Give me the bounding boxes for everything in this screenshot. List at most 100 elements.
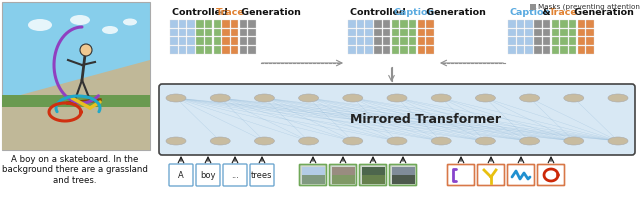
FancyBboxPatch shape <box>508 164 534 186</box>
Bar <box>578 37 585 45</box>
Bar <box>239 46 247 54</box>
Bar <box>205 37 212 45</box>
Bar <box>301 175 324 183</box>
Bar <box>188 46 195 54</box>
Bar <box>365 20 373 28</box>
Bar <box>552 46 559 54</box>
FancyBboxPatch shape <box>196 164 220 186</box>
Bar <box>248 29 256 36</box>
Ellipse shape <box>166 137 186 145</box>
Ellipse shape <box>254 137 275 145</box>
Bar <box>248 37 256 45</box>
Bar <box>560 37 568 45</box>
FancyBboxPatch shape <box>360 164 387 186</box>
Text: Mirrored Transformer: Mirrored Transformer <box>349 113 500 126</box>
Bar <box>374 29 381 36</box>
Bar <box>525 20 533 28</box>
Bar <box>179 37 186 45</box>
Ellipse shape <box>564 137 584 145</box>
FancyBboxPatch shape <box>223 164 247 186</box>
Bar <box>188 29 195 36</box>
Bar <box>400 46 408 54</box>
Bar <box>392 46 399 54</box>
Bar <box>569 29 577 36</box>
Bar <box>205 46 212 54</box>
Bar <box>534 29 541 36</box>
Bar <box>543 20 550 28</box>
Bar <box>239 37 247 45</box>
Bar <box>374 46 381 54</box>
Bar <box>332 166 355 176</box>
Bar <box>426 20 434 28</box>
Bar <box>356 29 364 36</box>
Bar <box>508 29 515 36</box>
Bar <box>231 20 238 28</box>
Bar <box>170 29 177 36</box>
Bar <box>586 37 594 45</box>
Text: trees: trees <box>252 170 273 179</box>
Ellipse shape <box>608 94 628 102</box>
Bar <box>170 37 177 45</box>
Bar <box>534 37 541 45</box>
Bar <box>362 166 385 176</box>
Bar <box>569 37 577 45</box>
FancyBboxPatch shape <box>538 164 564 186</box>
Bar <box>188 37 195 45</box>
Bar <box>231 46 238 54</box>
Bar <box>516 20 524 28</box>
Bar <box>248 46 256 54</box>
Bar <box>569 20 577 28</box>
Bar <box>205 20 212 28</box>
Bar <box>348 29 355 36</box>
Bar <box>552 20 559 28</box>
FancyBboxPatch shape <box>330 164 356 186</box>
Bar <box>348 20 355 28</box>
Ellipse shape <box>431 94 451 102</box>
Bar <box>214 29 221 36</box>
Bar <box>231 37 238 45</box>
Bar <box>516 46 524 54</box>
Bar <box>392 20 399 28</box>
Ellipse shape <box>387 137 407 145</box>
Bar <box>586 20 594 28</box>
Bar <box>2 95 150 107</box>
Bar <box>508 37 515 45</box>
Ellipse shape <box>28 19 52 31</box>
Ellipse shape <box>299 137 319 145</box>
Bar <box>214 37 221 45</box>
Bar <box>418 37 425 45</box>
Ellipse shape <box>343 137 363 145</box>
Bar <box>578 29 585 36</box>
Text: Caption: Caption <box>510 8 551 17</box>
Text: Trace: Trace <box>549 8 578 17</box>
Bar <box>196 37 204 45</box>
FancyBboxPatch shape <box>159 84 635 155</box>
Text: Controlled: Controlled <box>172 8 231 17</box>
Bar <box>426 46 434 54</box>
Text: &: & <box>539 8 554 17</box>
Ellipse shape <box>608 137 628 145</box>
Bar <box>418 20 425 28</box>
Text: Trace: Trace <box>216 8 244 17</box>
Ellipse shape <box>520 94 540 102</box>
Bar <box>179 29 186 36</box>
Ellipse shape <box>210 137 230 145</box>
Ellipse shape <box>476 137 495 145</box>
Bar <box>543 37 550 45</box>
Bar <box>400 20 408 28</box>
Bar <box>409 46 417 54</box>
Bar <box>426 37 434 45</box>
FancyBboxPatch shape <box>390 164 417 186</box>
Bar <box>560 20 568 28</box>
Bar <box>214 20 221 28</box>
Bar <box>392 175 415 183</box>
Bar <box>392 166 415 176</box>
Bar <box>248 20 256 28</box>
Bar <box>332 175 355 183</box>
Bar <box>239 29 247 36</box>
Bar <box>569 46 577 54</box>
Bar <box>400 29 408 36</box>
Bar <box>356 20 364 28</box>
Ellipse shape <box>564 94 584 102</box>
Bar <box>543 46 550 54</box>
